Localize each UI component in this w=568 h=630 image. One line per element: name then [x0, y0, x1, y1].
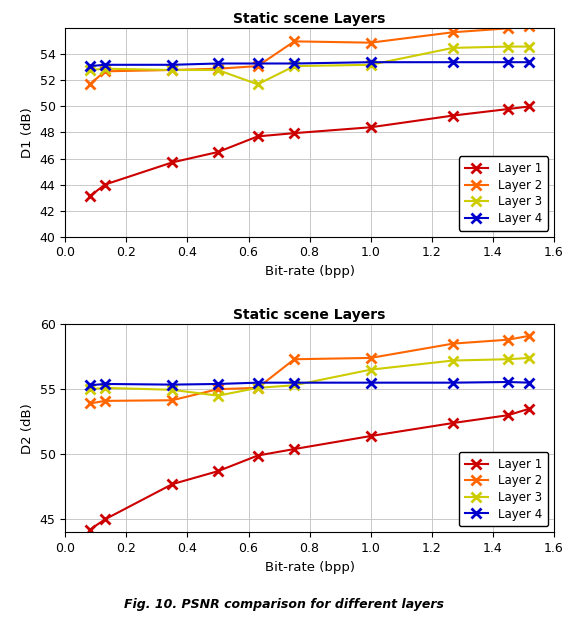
Layer 3 — [215, 66, 222, 74]
Layer 1 — [367, 123, 374, 131]
Layer 3 — [367, 366, 374, 374]
Layer 4 — [526, 59, 533, 66]
Layer 1 — [102, 181, 108, 188]
Line: Layer 1: Layer 1 — [85, 404, 534, 535]
Layer 2 — [450, 28, 457, 36]
Text: Fig. 10. PSNR comparison for different layers: Fig. 10. PSNR comparison for different l… — [124, 598, 444, 611]
Layer 2 — [367, 354, 374, 362]
Layer 3 — [291, 382, 298, 389]
Layer 1 — [215, 148, 222, 156]
Layer 1 — [215, 467, 222, 475]
Y-axis label: D2 (dB): D2 (dB) — [21, 403, 34, 454]
Layer 3 — [86, 66, 93, 74]
Legend: Layer 1, Layer 2, Layer 3, Layer 4: Layer 1, Layer 2, Layer 3, Layer 4 — [459, 156, 548, 231]
Layer 2 — [86, 399, 93, 407]
Layer 3 — [86, 386, 93, 393]
Layer 1 — [450, 419, 457, 427]
Layer 3 — [169, 66, 176, 74]
Layer 4 — [450, 59, 457, 66]
Layer 3 — [504, 355, 511, 363]
Layer 1 — [367, 432, 374, 440]
Layer 3 — [526, 43, 533, 50]
Layer 4 — [504, 378, 511, 386]
X-axis label: Bit-rate (bpp): Bit-rate (bpp) — [265, 561, 354, 574]
Layer 4 — [526, 379, 533, 386]
Layer 2 — [291, 355, 298, 363]
Layer 1 — [526, 405, 533, 413]
Layer 3 — [504, 43, 511, 50]
Layer 3 — [526, 354, 533, 362]
Title: Static scene Layers: Static scene Layers — [233, 12, 386, 26]
Layer 1 — [169, 159, 176, 166]
Layer 2 — [526, 332, 533, 340]
Layer 3 — [102, 384, 108, 392]
Line: Layer 4: Layer 4 — [85, 57, 534, 71]
Layer 2 — [169, 66, 176, 74]
Layer 4 — [254, 379, 261, 386]
Layer 4 — [169, 381, 176, 388]
Layer 3 — [169, 386, 176, 394]
Layer 2 — [526, 22, 533, 30]
Layer 2 — [215, 65, 222, 72]
Line: Layer 3: Layer 3 — [85, 353, 534, 401]
Layer 4 — [291, 60, 298, 67]
Layer 1 — [526, 103, 533, 110]
Layer 3 — [450, 357, 457, 364]
Layer 4 — [102, 61, 108, 69]
Layer 4 — [169, 61, 176, 69]
Layer 3 — [215, 392, 222, 399]
Line: Layer 2: Layer 2 — [85, 21, 534, 89]
Layer 3 — [102, 65, 108, 72]
Layer 1 — [291, 129, 298, 137]
Layer 2 — [169, 396, 176, 404]
Line: Layer 1: Layer 1 — [85, 101, 534, 201]
Layer 2 — [254, 384, 261, 392]
Layer 3 — [450, 44, 457, 52]
Layer 1 — [254, 452, 261, 459]
Layer 2 — [215, 386, 222, 393]
Layer 2 — [291, 38, 298, 45]
Title: Static scene Layers: Static scene Layers — [233, 307, 386, 321]
Layer 1 — [504, 105, 511, 113]
Layer 3 — [254, 81, 261, 88]
Layer 1 — [86, 526, 93, 534]
Layer 4 — [86, 382, 93, 389]
Layer 4 — [504, 59, 511, 66]
Layer 3 — [367, 61, 374, 69]
Layer 3 — [254, 384, 261, 392]
Layer 4 — [86, 62, 93, 70]
Layer 4 — [291, 379, 298, 386]
Layer 3 — [291, 62, 298, 70]
Line: Layer 3: Layer 3 — [85, 42, 534, 89]
Layer 4 — [367, 59, 374, 66]
Layer 2 — [367, 39, 374, 47]
Layer 4 — [215, 380, 222, 387]
Layer 4 — [215, 60, 222, 67]
Layer 4 — [254, 60, 261, 67]
Layer 2 — [102, 397, 108, 404]
X-axis label: Bit-rate (bpp): Bit-rate (bpp) — [265, 265, 354, 278]
Layer 2 — [504, 25, 511, 32]
Layer 2 — [504, 336, 511, 343]
Legend: Layer 1, Layer 2, Layer 3, Layer 4: Layer 1, Layer 2, Layer 3, Layer 4 — [459, 452, 548, 527]
Layer 2 — [102, 67, 108, 75]
Layer 1 — [169, 481, 176, 488]
Layer 1 — [86, 193, 93, 200]
Layer 2 — [86, 81, 93, 88]
Layer 2 — [450, 340, 457, 347]
Layer 1 — [504, 411, 511, 419]
Layer 1 — [291, 445, 298, 453]
Layer 1 — [102, 515, 108, 523]
Layer 1 — [254, 132, 261, 140]
Layer 4 — [450, 379, 457, 386]
Layer 1 — [450, 112, 457, 119]
Line: Layer 4: Layer 4 — [85, 377, 534, 390]
Layer 4 — [367, 379, 374, 386]
Y-axis label: D1 (dB): D1 (dB) — [21, 107, 34, 158]
Layer 4 — [102, 380, 108, 387]
Line: Layer 2: Layer 2 — [85, 331, 534, 408]
Layer 2 — [254, 62, 261, 70]
